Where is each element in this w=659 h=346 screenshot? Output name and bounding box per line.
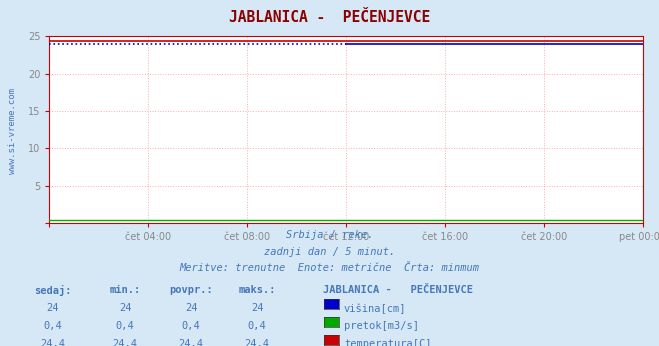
- Text: Meritve: trenutne  Enote: metrične  Črta: minmum: Meritve: trenutne Enote: metrične Črta: …: [179, 263, 480, 273]
- Text: 0,4: 0,4: [182, 321, 200, 331]
- Text: maks.:: maks.:: [239, 285, 275, 295]
- Text: 24,4: 24,4: [113, 339, 138, 346]
- Text: temperatura[C]: temperatura[C]: [344, 339, 432, 346]
- Text: sedaj:: sedaj:: [34, 285, 71, 297]
- Text: www.si-vreme.com: www.si-vreme.com: [8, 89, 17, 174]
- Text: 24: 24: [119, 303, 131, 313]
- Text: 24,4: 24,4: [244, 339, 270, 346]
- Text: 0,4: 0,4: [116, 321, 134, 331]
- Text: pretok[m3/s]: pretok[m3/s]: [344, 321, 419, 331]
- Text: zadnji dan / 5 minut.: zadnji dan / 5 minut.: [264, 247, 395, 257]
- Text: 24,4: 24,4: [40, 339, 65, 346]
- Text: povpr.:: povpr.:: [169, 285, 213, 295]
- Text: 0,4: 0,4: [43, 321, 62, 331]
- Text: Srbija / reke.: Srbija / reke.: [286, 230, 373, 240]
- Text: 24: 24: [185, 303, 197, 313]
- Text: 24,4: 24,4: [179, 339, 204, 346]
- Text: 24: 24: [251, 303, 263, 313]
- Text: višina[cm]: višina[cm]: [344, 303, 407, 314]
- Text: JABLANICA -  PEČENJEVCE: JABLANICA - PEČENJEVCE: [229, 10, 430, 25]
- Text: 24: 24: [47, 303, 59, 313]
- Text: min.:: min.:: [109, 285, 141, 295]
- Text: JABLANICA -   PEČENJEVCE: JABLANICA - PEČENJEVCE: [323, 285, 473, 295]
- Text: 0,4: 0,4: [248, 321, 266, 331]
